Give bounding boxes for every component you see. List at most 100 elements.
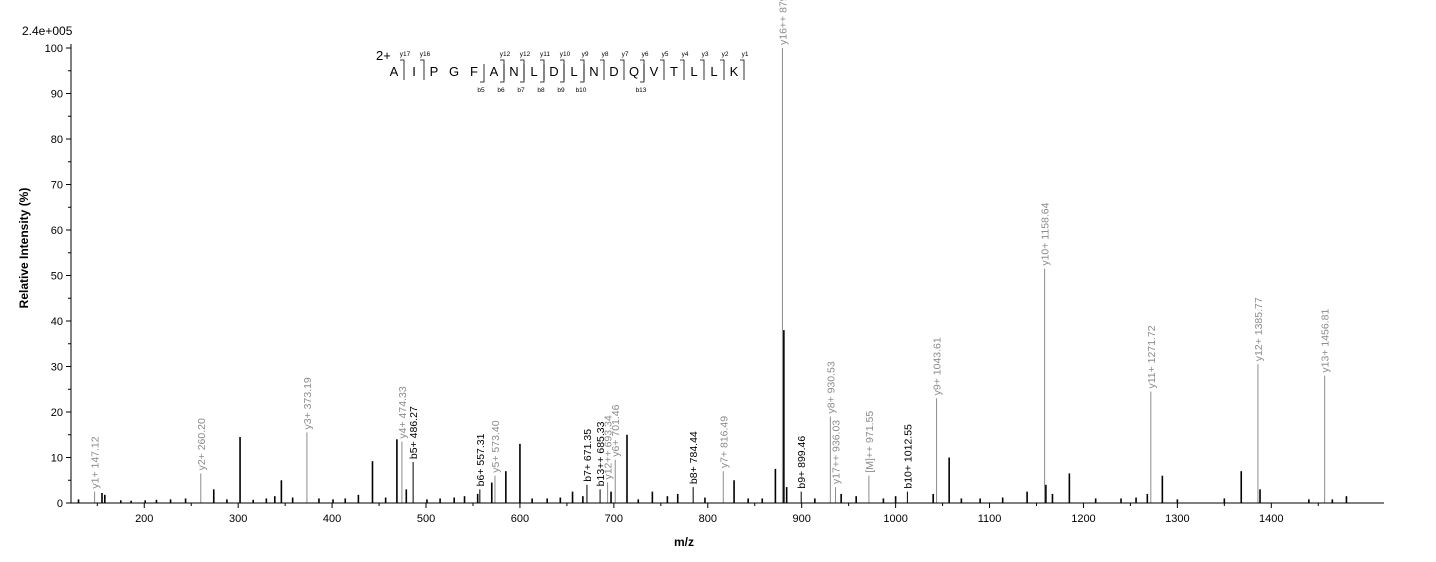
sequence-residue: L [710, 64, 717, 79]
y-ion-label: y6 [642, 51, 649, 58]
intensity-scale-label: 2.4e+005 [22, 24, 73, 38]
y-ion-bracket [400, 59, 405, 80]
sequence-residue: N [509, 64, 518, 79]
b-ion-label: b5 [477, 87, 485, 94]
y-ion-label: y1 [742, 51, 749, 58]
x-tick-label: 900 [793, 513, 811, 525]
y-ion-label: y10 [560, 51, 571, 58]
y-axis-ticks: 0 10 20 30 40 50 60 70 80 90 100 [45, 43, 71, 510]
peak-label: y13+ 1456.81 [1320, 309, 1332, 373]
x-tick-label: 200 [135, 513, 153, 525]
peak-label: y9+ 1043.61 [932, 337, 944, 395]
b-ion-label: b9 [557, 87, 565, 94]
y-ion-label: y4 [682, 51, 689, 58]
y-ion-bracket [420, 59, 425, 80]
y-tick-label: 70 [51, 180, 63, 192]
b-ion-bracket [580, 64, 585, 83]
peak-label: y17++ 936.03 [831, 420, 843, 484]
peak-label: y3+ 373.19 [302, 377, 314, 429]
peak-label: b8+ 784.44 [688, 431, 700, 484]
y-tick-label: 10 [51, 453, 63, 465]
x-tick-label: 300 [229, 513, 247, 525]
sequence-residue: L [570, 64, 577, 79]
y-ion-label: y7 [622, 51, 629, 58]
y-tick-label: 60 [51, 225, 63, 237]
y-tick-label: 20 [51, 407, 63, 419]
sequence-residue: V [650, 64, 659, 79]
peak-label: y11+ 1271.72 [1146, 325, 1158, 388]
x-tick-label: 800 [699, 513, 717, 525]
x-tick-label: 700 [605, 513, 623, 525]
y-ion-bracket [520, 59, 525, 80]
scale-factor: 2.4e+005 [22, 24, 73, 38]
peak-label: b5+ 486.27 [408, 406, 420, 459]
sequence-residue: N [589, 64, 598, 79]
peak-label: y1+ 147.12 [90, 436, 102, 488]
sequence-residue: L [690, 64, 697, 79]
peak-label: y12++ 693.34 [603, 415, 615, 479]
y-ion-label: y16 [420, 51, 431, 58]
y-tick-label: 0 [57, 498, 63, 510]
x-tick-label: 1200 [1071, 513, 1095, 525]
sequence-residue: D [549, 64, 558, 79]
sequence-charge: 2+ [376, 48, 391, 63]
b-ion-label: b6 [497, 87, 505, 94]
y-ion-label: y9 [582, 51, 589, 58]
y-ion-bracket [640, 59, 645, 80]
sequence-residue: K [730, 64, 739, 79]
b-ion-bracket [520, 64, 525, 83]
x-tick-label: 1100 [978, 513, 1002, 525]
sequence-residue: L [530, 64, 537, 79]
peak-label: y2+ 260.20 [196, 418, 208, 470]
x-tick-label: 1300 [1165, 513, 1189, 525]
b-ion-bracket [500, 64, 505, 83]
b-ion-bracket [540, 64, 545, 83]
y-ion-label: y5 [662, 51, 669, 58]
peak-label: y16++ 879.48 [777, 0, 789, 45]
y-ion-bracket [740, 59, 745, 80]
peak-labels: y1+ 147.12 y2+ 260.20 y3+ 373.19 y4+ 474.33… [90, 0, 1332, 489]
x-tick-label: 400 [323, 513, 341, 525]
peak-label: b13++ 685.33 [595, 421, 607, 486]
sequence-residue: Q [629, 64, 639, 79]
sequence-residue: G [449, 64, 459, 79]
y-ion-bracket [580, 59, 585, 80]
x-tick-label: 600 [511, 513, 529, 525]
y-ion-label: y12 [520, 51, 531, 58]
sequence-residue: I [412, 64, 416, 79]
sequence-residue: A [390, 64, 399, 79]
x-tick-label: 1000 [883, 513, 907, 525]
y-tick-label: 30 [51, 362, 63, 374]
b-ion-bracket [480, 64, 485, 83]
y-ion-bracket [540, 59, 545, 80]
y-tick-label: 80 [51, 134, 63, 146]
y-ion-bracket [600, 59, 605, 80]
x-axis-ticks: 200 300 400 500 600 700 800 900 1000 1100 1200 1300… [96, 503, 1319, 525]
b-ion-bracket [640, 64, 645, 83]
y-ion-bracket [700, 59, 705, 80]
sequence-residue: T [670, 64, 678, 79]
y-ion-bracket [560, 59, 565, 80]
peak-label: y4+ 474.33 [397, 386, 409, 438]
b-ion-label: b10 [576, 87, 587, 94]
b-ion-bracket [560, 64, 565, 83]
x-axis-title: m/z [674, 535, 694, 549]
y-ion-label: y12 [500, 51, 511, 58]
y-ion-bracket [500, 59, 505, 80]
peak-label: [M]++ 971.55 [864, 411, 876, 473]
peak-label: b9+ 899.46 [796, 436, 808, 489]
peak-label: b7+ 671.35 [582, 429, 594, 482]
peak-label: b6+ 557.31 [475, 433, 487, 486]
spectrum-peaks [77, 48, 1348, 503]
y-tick-label: 40 [51, 316, 63, 328]
x-tick-label: 500 [417, 513, 435, 525]
peak-label: y10+ 1158.64 [1040, 202, 1052, 265]
sequence-residue: A [490, 64, 499, 79]
x-tick-label: 1400 [1259, 513, 1283, 525]
y-ion-label: y17 [400, 51, 411, 58]
sequence-residue: F [470, 64, 478, 79]
y-ion-label: y11 [540, 51, 550, 58]
sequence-residue: D [609, 64, 618, 79]
